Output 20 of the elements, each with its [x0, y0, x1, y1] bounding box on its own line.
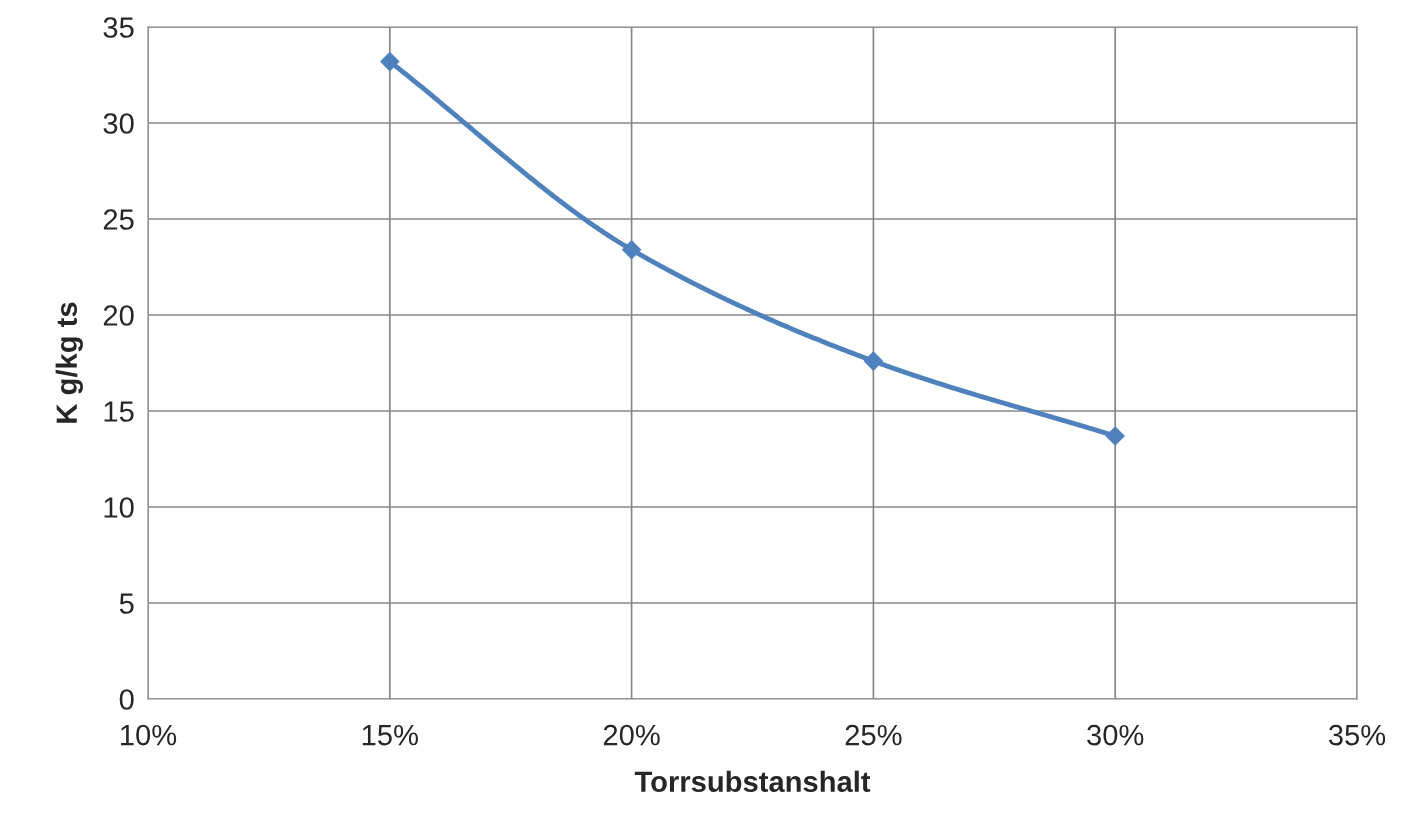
- x-axis-title: Torrsubstanshalt: [634, 770, 871, 793]
- point: [863, 351, 883, 371]
- x-tick-label: 30%: [1087, 724, 1144, 746]
- y-axis-title: K g/kg ts: [55, 302, 83, 423]
- point: [380, 52, 400, 72]
- y-tick-label: 20: [103, 305, 134, 326]
- point: [622, 240, 642, 260]
- y-tick-label: 15: [104, 401, 134, 422]
- x-tick-label: 20%: [603, 724, 660, 746]
- y-tick-label: 35: [103, 17, 134, 38]
- y-tick-label: 5: [119, 593, 134, 614]
- x-tick-label: 35%: [1328, 724, 1386, 746]
- y-tick-label: 25: [103, 209, 134, 230]
- y-tick-label: 0: [119, 689, 134, 710]
- y-tick-label: 10: [104, 497, 134, 518]
- x-tick-label: 25%: [845, 724, 902, 746]
- x-tick-label: 10%: [121, 724, 177, 746]
- point: [1105, 426, 1125, 446]
- x-tick-label: 15%: [362, 724, 418, 746]
- y-tick-label: 30: [103, 113, 134, 134]
